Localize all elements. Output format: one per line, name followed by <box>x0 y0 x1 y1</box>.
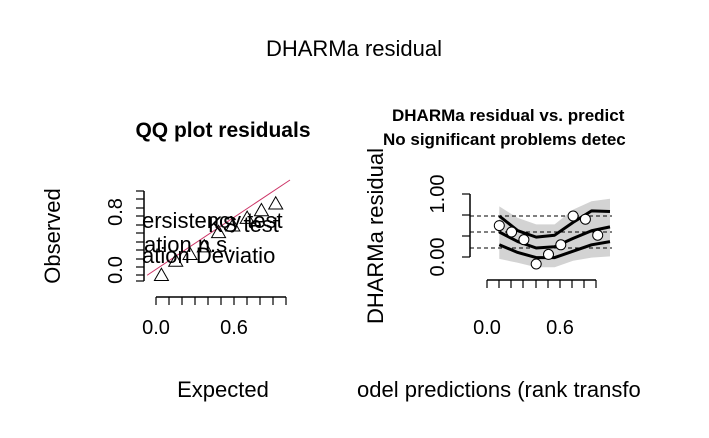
res-x-tick-label-1: 0.6 <box>546 317 574 339</box>
res-title: DHARMa residual vs. predict <box>392 106 625 125</box>
res-quantile-curve-2 <box>498 240 611 260</box>
qq-y-label: Observed <box>40 188 65 283</box>
qq-panel: QQ plot residuals 0.0 0.6 0.0 0.8 Expect… <box>40 119 311 402</box>
res-point-8 <box>592 229 604 241</box>
res-y-tick-label-0: 0.00 <box>427 238 449 277</box>
qq-point-3 <box>196 238 213 253</box>
res-point-0 <box>493 220 505 232</box>
qq-point-6 <box>239 210 256 224</box>
res-point-5 <box>555 239 567 251</box>
qq-x-tick-label-0: 0.0 <box>142 317 170 339</box>
res-points <box>493 210 604 270</box>
res-point-7 <box>579 213 591 225</box>
res-point-4 <box>543 248 554 260</box>
qq-point-5 <box>224 217 241 232</box>
qq-point-4 <box>210 224 227 239</box>
res-point-3 <box>530 258 542 270</box>
res-point-6 <box>567 210 579 222</box>
qq-point-1 <box>167 252 184 267</box>
res-panel: DHARMa residual vs. predict No significa… <box>357 106 641 402</box>
res-y-ticks <box>462 193 470 258</box>
qq-title: QQ plot residuals <box>135 119 310 142</box>
qq-point-7 <box>253 202 270 217</box>
res-subtitle: No significant problems detec <box>383 130 626 149</box>
res-x-tick-label-0: 0.0 <box>473 317 501 339</box>
qq-x-label: Expected <box>177 377 269 402</box>
right-edge-cover <box>679 90 709 410</box>
res-x-label: odel predictions (rank transfo <box>357 377 641 402</box>
qq-x-tick-label-1: 0.6 <box>220 317 248 339</box>
qq-clip-cover <box>290 185 350 280</box>
res-quantile-curve-0 <box>498 209 611 239</box>
res-quantile-curve-1 <box>498 225 611 250</box>
qq-text-persistency: ersistency test <box>142 208 283 233</box>
res-y-label: DHARMa residual <box>363 148 388 324</box>
res-point-1 <box>506 226 518 238</box>
res-x-ticks <box>486 280 597 288</box>
res-quantile-curves <box>498 209 611 260</box>
qq-y-tick-label-1: 0.8 <box>105 198 127 226</box>
qq-point-0 <box>153 267 170 281</box>
res-y-tick-label-1: 1.00 <box>427 175 449 214</box>
qq-point-8 <box>267 195 284 210</box>
qq-y-ticks <box>136 190 144 282</box>
qq-point-2 <box>182 246 198 261</box>
qq-points <box>153 195 284 281</box>
qq-reference-line <box>146 179 291 276</box>
qq-x-ticks <box>155 297 287 305</box>
res-point-2 <box>518 234 530 246</box>
qq-text-ks: KS test <box>208 212 279 237</box>
qq-y-tick-label-0: 0.0 <box>105 256 127 284</box>
qq-text-significance: ation n.s. <box>144 232 233 257</box>
figure-title: DHARMa residual <box>266 36 442 61</box>
qq-text-deviation: ation Deviatio <box>142 243 275 268</box>
